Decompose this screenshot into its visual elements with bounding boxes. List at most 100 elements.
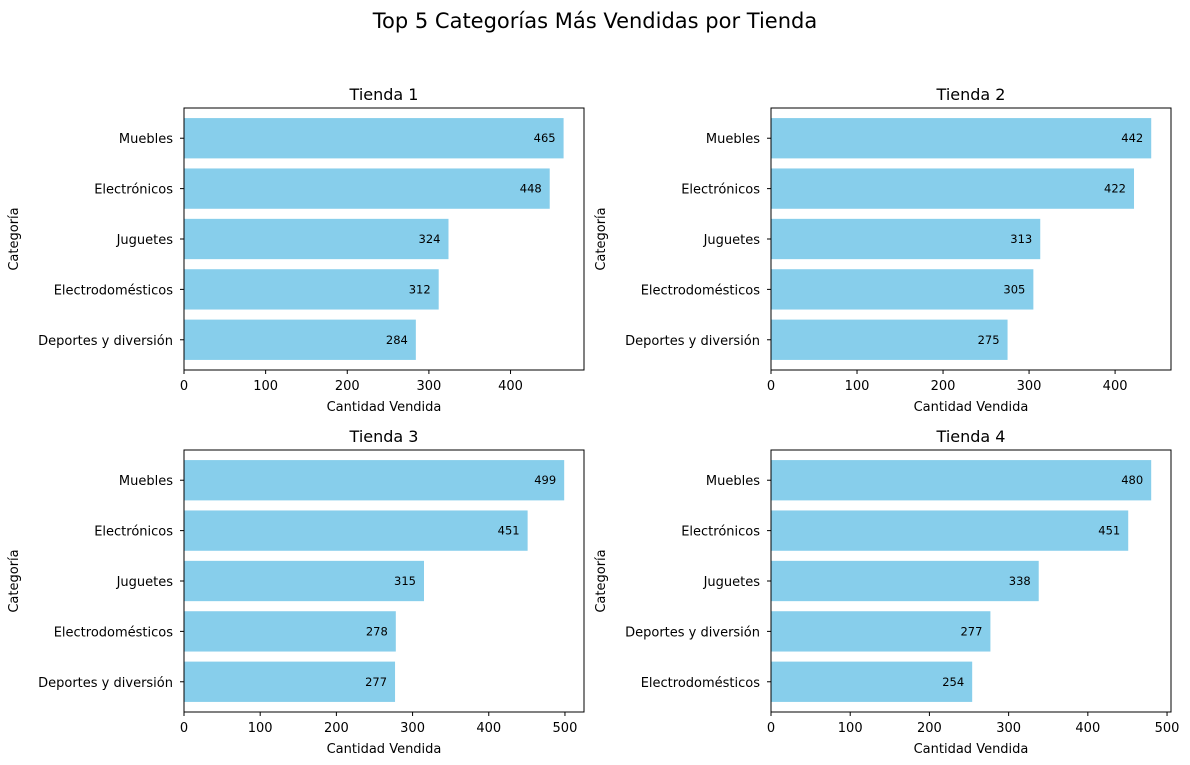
- bar-value-label: 278: [366, 624, 388, 638]
- subplot-tienda-4: 480 Muebles 451 Electrónicos 338 Juguetes 277 D…: [594, 427, 1179, 757]
- y-tick-label: Electrónicos: [94, 525, 173, 540]
- axes-frame: [183, 107, 585, 371]
- x-tick-label: 100: [845, 379, 870, 394]
- bar-value-label: 451: [498, 524, 520, 538]
- bar: [771, 269, 1034, 310]
- y-tick-label: Juguetes: [116, 575, 174, 590]
- y-tick-label: Muebles: [119, 474, 173, 489]
- y-tick-label: Deportes y diversión: [38, 676, 173, 691]
- subplot-title: Tienda 1: [349, 85, 419, 104]
- subplot-title: Tienda 4: [936, 427, 1006, 446]
- x-tick-label: 0: [180, 721, 188, 736]
- y-tick-label: Electrodomésticos: [641, 676, 761, 691]
- figure-title: Top 5 Categorías Más Vendidas por Tienda: [372, 9, 817, 33]
- bar-value-label: 338: [1009, 574, 1031, 588]
- y-tick-label: Electrodomésticos: [54, 283, 174, 298]
- x-axis-label: Cantidad Vendida: [914, 400, 1029, 415]
- bar-value-label: 448: [520, 182, 542, 196]
- bar: [771, 560, 1039, 602]
- y-tick-label: Muebles: [706, 132, 760, 147]
- x-tick-label: 400: [1103, 379, 1128, 394]
- y-tick-label: Electrodomésticos: [641, 283, 761, 298]
- y-tick-label: Muebles: [706, 474, 760, 489]
- bar: [184, 319, 416, 360]
- bar: [771, 661, 973, 702]
- y-axis-label: Categoría: [594, 207, 609, 270]
- x-tick-label: 300: [1017, 379, 1042, 394]
- bar-value-label: 451: [1098, 524, 1120, 538]
- bar-value-label: 324: [419, 232, 441, 246]
- x-tick-label: 200: [931, 379, 956, 394]
- y-tick-label: Deportes y diversión: [625, 625, 760, 640]
- bar: [184, 661, 396, 702]
- axes-frame: [770, 449, 1172, 713]
- bar: [771, 611, 991, 652]
- bar: [184, 460, 565, 501]
- bar-value-label: 480: [1121, 473, 1143, 487]
- x-tick-label: 200: [324, 721, 349, 736]
- subplot-title: Tienda 2: [936, 85, 1006, 104]
- x-tick-label: 100: [248, 721, 273, 736]
- bar: [771, 319, 1008, 360]
- subplot-tienda-2: 442 Muebles 422 Electrónicos 313 Juguetes 305 E…: [594, 85, 1172, 415]
- bar: [771, 168, 1135, 209]
- y-tick-label: Electrónicos: [94, 183, 173, 198]
- bar: [184, 510, 528, 551]
- x-tick-label: 0: [180, 379, 188, 394]
- y-tick-label: Muebles: [119, 132, 173, 147]
- y-tick-label: Electrónicos: [681, 525, 760, 540]
- x-tick-label: 400: [476, 721, 501, 736]
- x-tick-label: 500: [1155, 721, 1180, 736]
- x-tick-label: 200: [917, 721, 942, 736]
- bar: [184, 560, 424, 602]
- x-axis-label: Cantidad Vendida: [327, 742, 442, 757]
- y-axis-label: Categoría: [7, 549, 22, 612]
- bar: [184, 611, 396, 652]
- bar: [184, 269, 439, 310]
- subplot-tienda-1: 465 Muebles 448 Electrónicos 324 Juguetes 312 E…: [7, 85, 585, 415]
- bar-value-label: 275: [978, 333, 1000, 347]
- axes-frame: [770, 107, 1172, 371]
- x-tick-label: 0: [767, 379, 775, 394]
- bar-value-label: 313: [1010, 232, 1032, 246]
- x-axis-label: Cantidad Vendida: [327, 400, 442, 415]
- y-tick-label: Juguetes: [116, 233, 174, 248]
- y-axis-label: Categoría: [7, 207, 22, 270]
- bar: [771, 218, 1041, 260]
- x-tick-label: 100: [838, 721, 863, 736]
- bar-value-label: 442: [1121, 131, 1143, 145]
- x-tick-label: 200: [335, 379, 360, 394]
- bar-value-label: 422: [1104, 182, 1126, 196]
- bar: [771, 118, 1152, 159]
- bar-value-label: 305: [1003, 282, 1025, 296]
- bar-value-label: 254: [942, 675, 964, 689]
- x-tick-label: 100: [253, 379, 278, 394]
- bar: [184, 118, 564, 159]
- x-tick-label: 300: [416, 379, 441, 394]
- x-tick-label: 300: [996, 721, 1021, 736]
- x-tick-label: 400: [1075, 721, 1100, 736]
- x-tick-label: 300: [400, 721, 425, 736]
- bar-value-label: 277: [960, 624, 982, 638]
- bar-value-label: 315: [394, 574, 416, 588]
- axes-frame: [183, 449, 585, 713]
- x-tick-label: 500: [553, 721, 578, 736]
- bar-value-label: 499: [534, 473, 556, 487]
- subplot-title: Tienda 3: [349, 427, 419, 446]
- y-axis-label: Categoría: [594, 549, 609, 612]
- subplot-tienda-3: 499 Muebles 451 Electrónicos 315 Juguetes 278 E…: [7, 427, 585, 757]
- y-tick-label: Electrodomésticos: [54, 625, 174, 640]
- bar-value-label: 465: [534, 131, 556, 145]
- x-tick-label: 0: [767, 721, 775, 736]
- y-tick-label: Deportes y diversión: [625, 334, 760, 349]
- bar-value-label: 277: [365, 675, 387, 689]
- bar: [184, 168, 550, 209]
- bar: [771, 510, 1129, 551]
- y-tick-label: Electrónicos: [681, 183, 760, 198]
- bar-value-label: 312: [409, 282, 431, 296]
- y-tick-label: Deportes y diversión: [38, 334, 173, 349]
- y-tick-label: Juguetes: [703, 233, 761, 248]
- x-axis-label: Cantidad Vendida: [914, 742, 1029, 757]
